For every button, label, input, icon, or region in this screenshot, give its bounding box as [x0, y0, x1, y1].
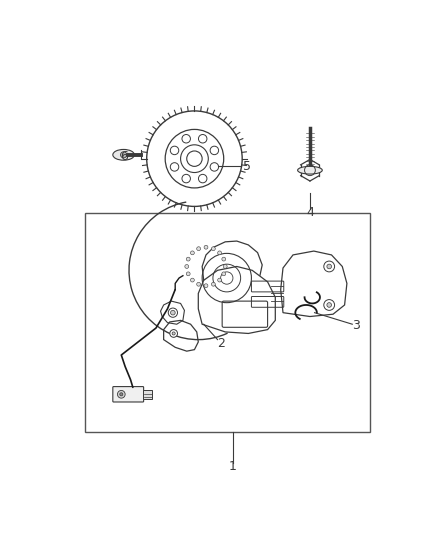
- Circle shape: [186, 272, 190, 276]
- Circle shape: [170, 163, 179, 171]
- Circle shape: [327, 303, 332, 308]
- Circle shape: [197, 247, 201, 251]
- Circle shape: [120, 152, 127, 158]
- Circle shape: [210, 146, 219, 155]
- Circle shape: [170, 329, 177, 337]
- Text: 6: 6: [120, 150, 127, 163]
- Circle shape: [210, 163, 219, 171]
- Circle shape: [191, 278, 194, 282]
- Circle shape: [198, 174, 207, 183]
- Circle shape: [324, 261, 335, 272]
- Circle shape: [204, 284, 208, 288]
- Text: 4: 4: [306, 206, 314, 219]
- Circle shape: [170, 310, 175, 315]
- FancyBboxPatch shape: [113, 386, 144, 402]
- Text: 3: 3: [352, 319, 360, 332]
- Circle shape: [218, 251, 222, 255]
- Circle shape: [223, 264, 227, 269]
- Circle shape: [182, 134, 191, 143]
- Text: 1: 1: [229, 460, 237, 473]
- Circle shape: [120, 393, 123, 396]
- Circle shape: [204, 245, 208, 249]
- Bar: [85, 213, 370, 432]
- Circle shape: [185, 264, 189, 269]
- Circle shape: [324, 300, 335, 310]
- Circle shape: [182, 174, 191, 183]
- Circle shape: [327, 264, 332, 269]
- Circle shape: [191, 251, 194, 255]
- Circle shape: [186, 257, 190, 261]
- Bar: [143, 390, 152, 399]
- Circle shape: [212, 282, 215, 286]
- Circle shape: [170, 146, 179, 155]
- Ellipse shape: [113, 149, 134, 160]
- Ellipse shape: [298, 166, 322, 174]
- Text: 2: 2: [217, 337, 225, 350]
- Circle shape: [198, 134, 207, 143]
- Circle shape: [222, 272, 226, 276]
- Circle shape: [212, 247, 215, 251]
- Circle shape: [172, 332, 175, 335]
- Circle shape: [222, 257, 226, 261]
- Text: 5: 5: [243, 160, 251, 173]
- Circle shape: [197, 282, 201, 286]
- Circle shape: [168, 308, 177, 317]
- Circle shape: [218, 278, 222, 282]
- Circle shape: [117, 391, 125, 398]
